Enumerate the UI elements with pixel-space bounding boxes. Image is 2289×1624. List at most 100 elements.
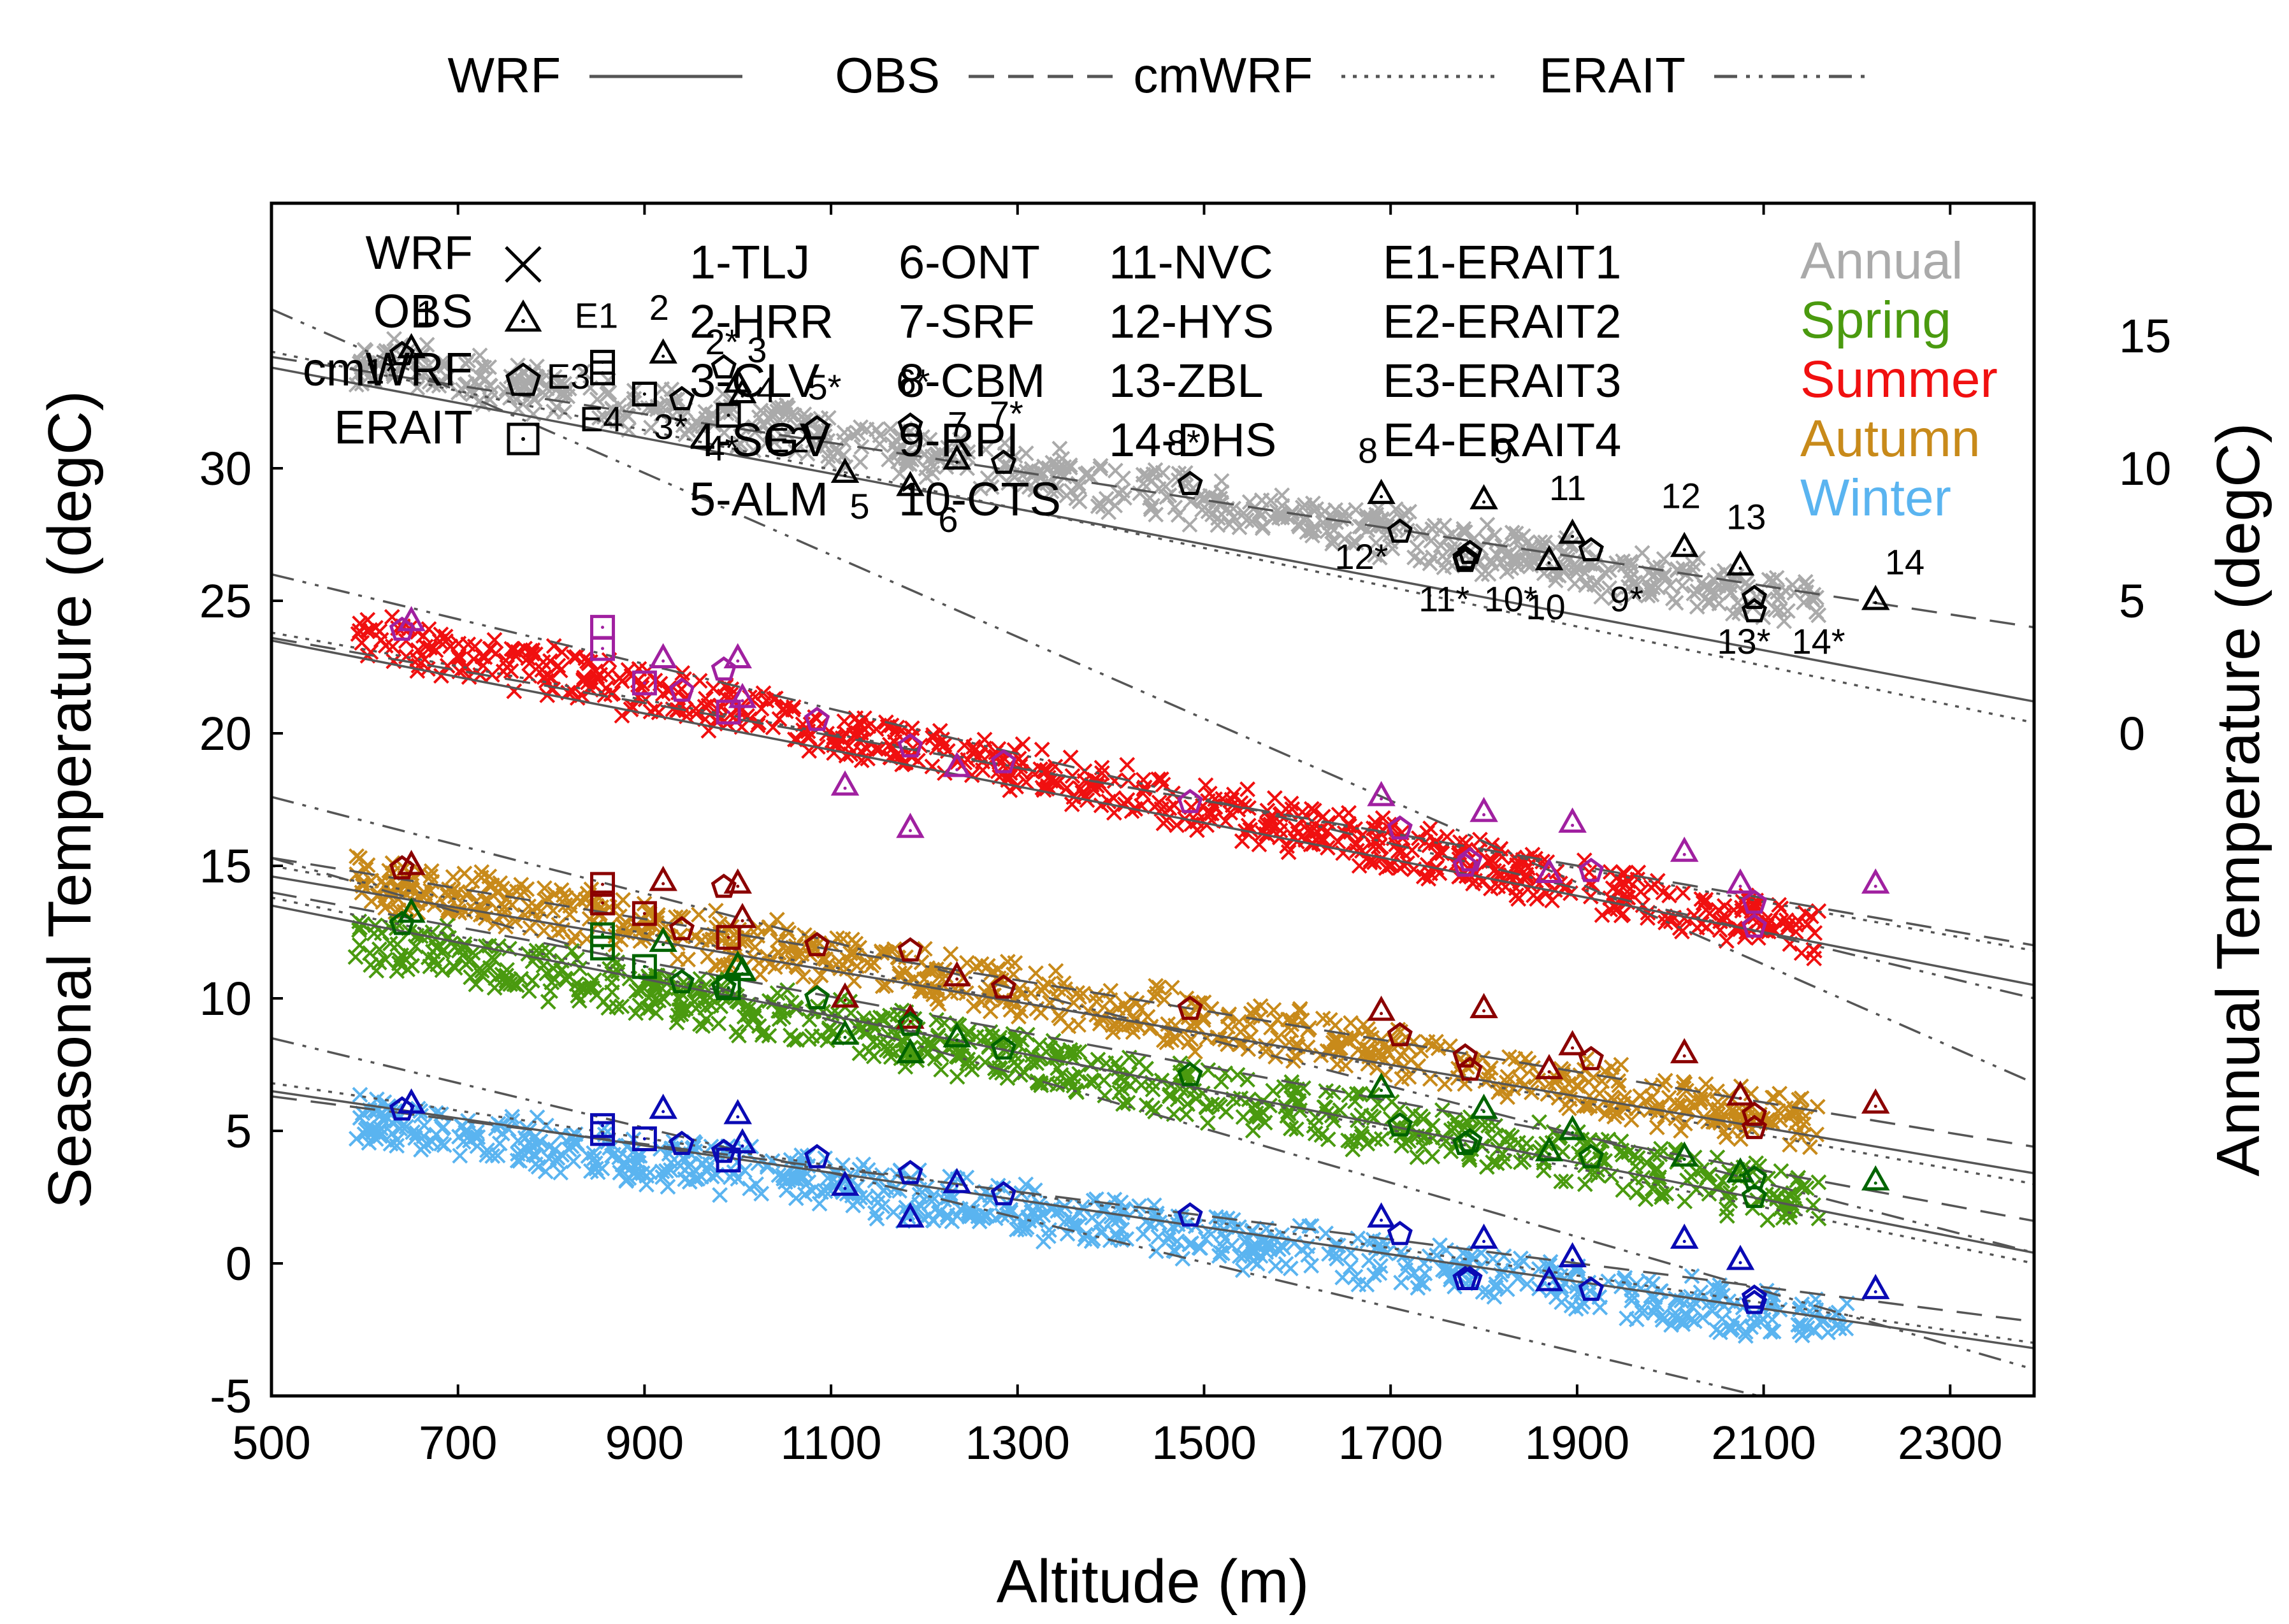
wrf-point-spring (468, 976, 484, 993)
obs-marker-spring (1558, 1114, 1587, 1140)
wrf-point-annual (901, 449, 918, 465)
season-autumn: Autumn (1800, 410, 1981, 468)
cmwrf-marker-summer (1177, 789, 1203, 814)
cmwrf-marker-autumn (1387, 1022, 1413, 1047)
wrf-point-spring (572, 960, 588, 977)
cmwrf-marker-spring (1741, 1183, 1768, 1209)
wrf-point-annual (409, 380, 426, 396)
obs-marker-dot (1482, 813, 1486, 817)
wrf-point-autumn (1575, 1098, 1592, 1114)
wrf-point-summer (1526, 887, 1542, 903)
wrf-point-autumn (680, 951, 697, 968)
erait-marker-dot (726, 710, 730, 714)
wrf-point-annual (762, 425, 778, 442)
wrf-point-summer (482, 640, 498, 657)
wrf-point-autumn (615, 892, 632, 908)
wrf-point-summer (1362, 854, 1378, 871)
wrf-point-annual (1147, 462, 1164, 478)
wrf-point-winter (1616, 1272, 1633, 1288)
wrf-point-spring (1478, 1159, 1495, 1175)
wrf-point-winter (1686, 1293, 1702, 1309)
wrf-point-spring (878, 1042, 895, 1058)
wrf-point-annual (765, 405, 782, 421)
cmwrf-marker-annual (1387, 518, 1413, 543)
wrf-point-winter (1135, 1226, 1152, 1242)
wrf-point-annual (695, 418, 711, 435)
wrf-point-spring (1677, 1193, 1693, 1210)
wrf-point-autumn (404, 882, 421, 898)
obs-marker-dot (661, 1110, 665, 1114)
wrf-point-annual (1422, 555, 1438, 571)
cmwrf-marker-summer (711, 656, 737, 681)
wrf-point-annual (997, 435, 1013, 451)
obs-marker-dot (1682, 1158, 1686, 1161)
wrf-point-autumn (943, 985, 959, 1002)
wrf-point-winter (1704, 1303, 1721, 1319)
wrf-point-autumn (1655, 1077, 1671, 1093)
wrf-point-annual (1668, 594, 1684, 611)
wrf-point-winter (428, 1126, 445, 1143)
obs-marker-spring (728, 956, 757, 981)
wrf-point-autumn (1710, 1094, 1726, 1110)
point-label: 3 (747, 330, 767, 370)
wrf-point-winter (869, 1211, 885, 1227)
erait-marker-annual (590, 360, 616, 385)
wrf-point-winter (405, 1124, 421, 1140)
y-tick-label: 10 (199, 972, 252, 1025)
obs-marker-dot (1380, 1088, 1383, 1092)
wrf-point-autumn (1791, 1091, 1807, 1108)
wrf-point-winter (1211, 1247, 1227, 1264)
wrf-point-summer (836, 713, 853, 729)
wrf-point-autumn (1263, 1019, 1279, 1036)
wrf-point-summer (384, 638, 401, 655)
season-winter: Winter (1800, 469, 1951, 527)
wrf-point-annual (1221, 516, 1238, 533)
obs-marker-dot (1571, 1046, 1575, 1050)
obs-marker-winter (942, 1168, 971, 1193)
wrf-point-summer (774, 701, 791, 718)
wrf-point-summer (1800, 916, 1816, 933)
x-tick-label: 500 (232, 1416, 310, 1469)
wrf-point-annual (674, 408, 691, 425)
wrf-point-spring (1289, 1121, 1304, 1137)
wrf-point-autumn (1346, 1031, 1362, 1047)
wrf-point-autumn (942, 945, 959, 962)
wrf-point-annual (1018, 445, 1034, 461)
point-label: 6* (897, 362, 930, 402)
wrf-point-autumn (1628, 1100, 1645, 1117)
point-label: 4 (756, 370, 776, 410)
cmwrf-marker-summer (1741, 913, 1768, 938)
wrf-point-winter (1791, 1323, 1808, 1340)
wrf-point-summer (466, 638, 483, 655)
wrf-point-spring (445, 958, 462, 974)
wrf-point-winter (1675, 1316, 1691, 1332)
wrf-point-spring (1810, 1174, 1827, 1191)
wrf-point-summer (545, 638, 562, 654)
wrf-point-spring (1629, 1150, 1646, 1166)
wrf-point-annual (1586, 576, 1603, 593)
obs-marker-dot (1874, 601, 1877, 605)
wrf-point-winter (776, 1170, 791, 1187)
obs-marker-summer (830, 770, 860, 796)
wrf-point-winter (1245, 1246, 1261, 1262)
wrf-point-winter (688, 1171, 704, 1188)
wrf-point-winter (1714, 1311, 1730, 1327)
obs-marker-autumn (1558, 1030, 1587, 1056)
wrf-point-annual (1043, 483, 1060, 499)
wrf-point-winter (925, 1212, 942, 1229)
wrf-point-winter (870, 1188, 886, 1204)
cmwrf-marker-summer (1452, 852, 1478, 877)
wrf-point-summer (1737, 929, 1753, 945)
wrf-point-winter (589, 1164, 606, 1181)
wrf-point-annual (1780, 603, 1796, 619)
obs-marker-annual (649, 338, 677, 364)
obs-marker-dot (736, 659, 740, 663)
obs-marker-dot (908, 1054, 912, 1058)
obs-marker-summer (1861, 868, 1890, 894)
cmwrf-marker-spring (1457, 1128, 1483, 1153)
wrf-point-autumn (1712, 1115, 1729, 1131)
wrf-point-spring (614, 998, 630, 1014)
y2-tick-label: 10 (2119, 442, 2171, 495)
wrf-point-autumn (965, 998, 982, 1014)
wrf-point-annual (1765, 572, 1781, 589)
